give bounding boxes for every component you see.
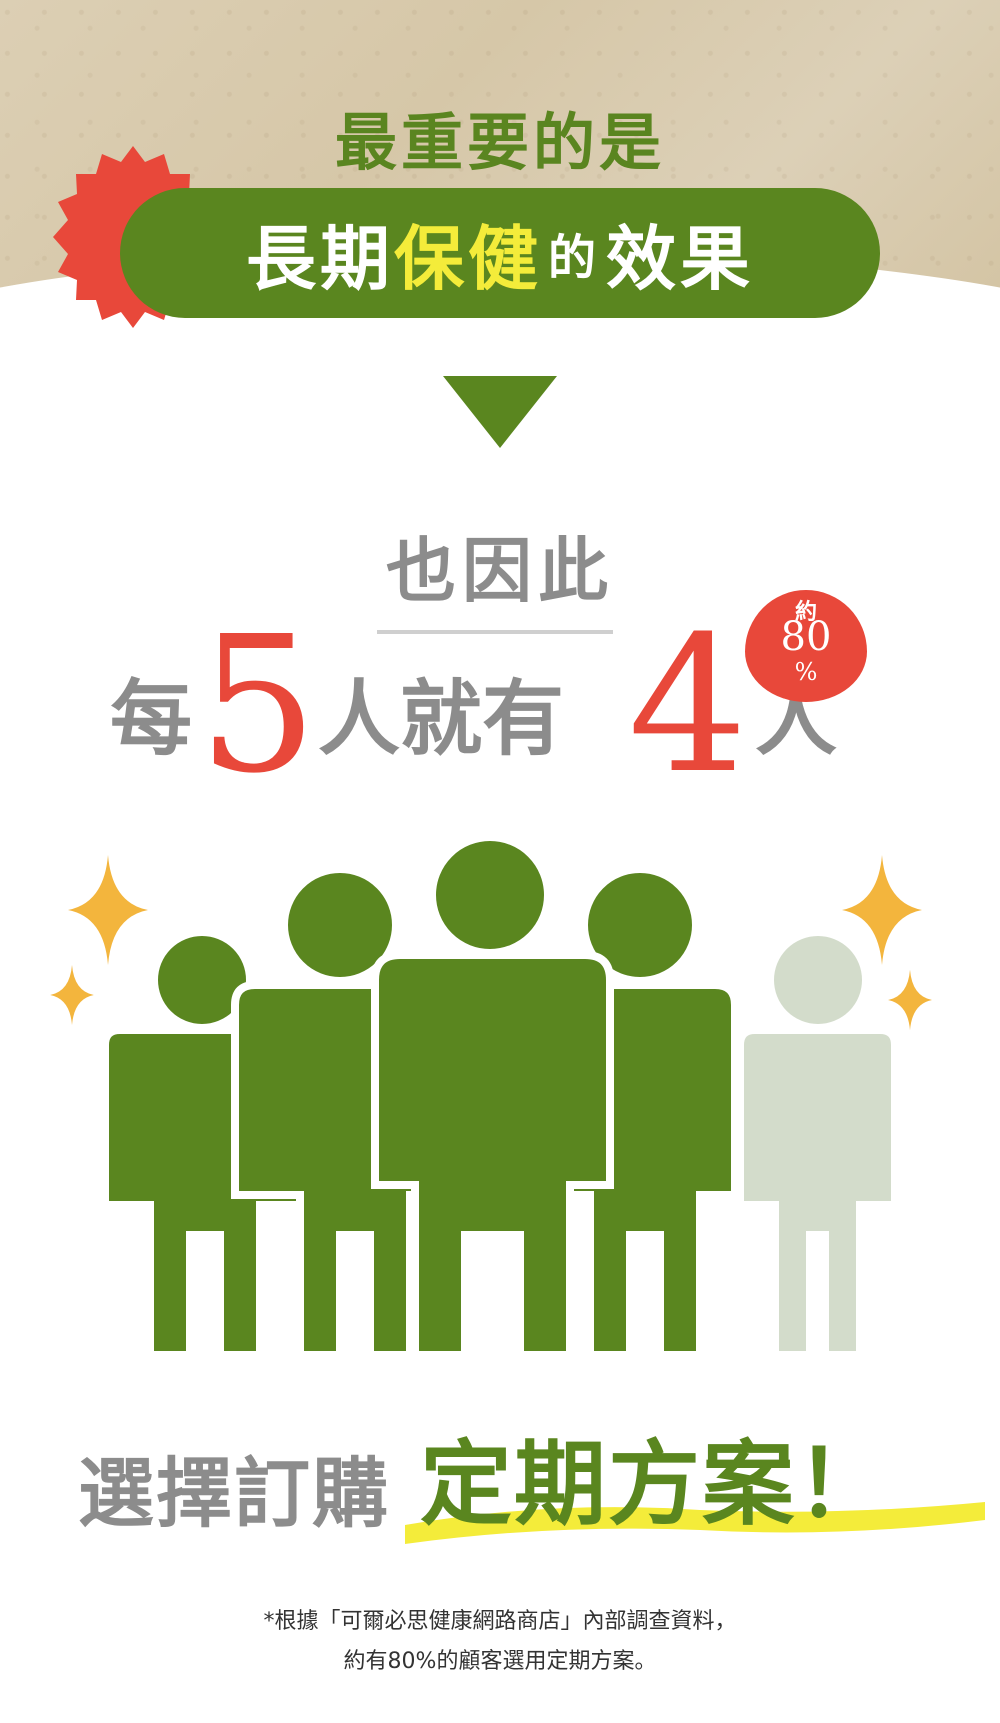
people-group-illustration [101,835,899,1359]
percentage-badge: 約 80 % * [745,582,885,702]
badge-asterisk: * [864,582,885,629]
headline-pill: 長期 保健 的 效果 [120,188,880,318]
stat-number-b: 4 [628,596,748,815]
person-icon-pale [736,928,899,1359]
sparkle-icon [68,855,148,965]
badge-unit: % [794,658,818,686]
sparkle-icon [50,965,94,1025]
stat-number-a: 5 [198,596,318,815]
badge-approx: 約 [794,600,817,625]
pill-text-2: 效果 [606,217,754,300]
transition-text: 也因此 [386,530,614,612]
person-icon-3 [371,835,614,1359]
footnote-line-2: 約有80%的顧客選用定期方案。 [343,1649,657,1674]
divider [377,630,613,634]
stat-middle: 人就有 [318,672,565,767]
badge-value: 80 [780,614,832,660]
pill-text-1: 長期 [245,217,394,300]
down-arrow-icon [443,376,557,448]
pill-highlight: 保健 [393,217,542,300]
pill-small: 的 [547,230,600,286]
cta-gray-text: 選擇訂購 [78,1449,390,1538]
footnote: *根據「可爾必思健康網路商店」內部調查資料， 約有80%的顧客選用定期方案。 [0,1602,1000,1682]
footnote-line-1: *根據「可爾必思健康網路商店」內部調查資料， [263,1609,737,1634]
stat-prefix: 每 [110,672,193,767]
statistic-row: 每 5 人就有 4 人 [0,612,1000,830]
cta-green-text: 定期方案！ [420,1431,891,1538]
sparkle-icon [888,969,932,1031]
sparkle-icon [842,855,922,965]
yellow-highlight-stroke [405,1502,985,1544]
headline-top: 最重要的是 [334,106,665,179]
